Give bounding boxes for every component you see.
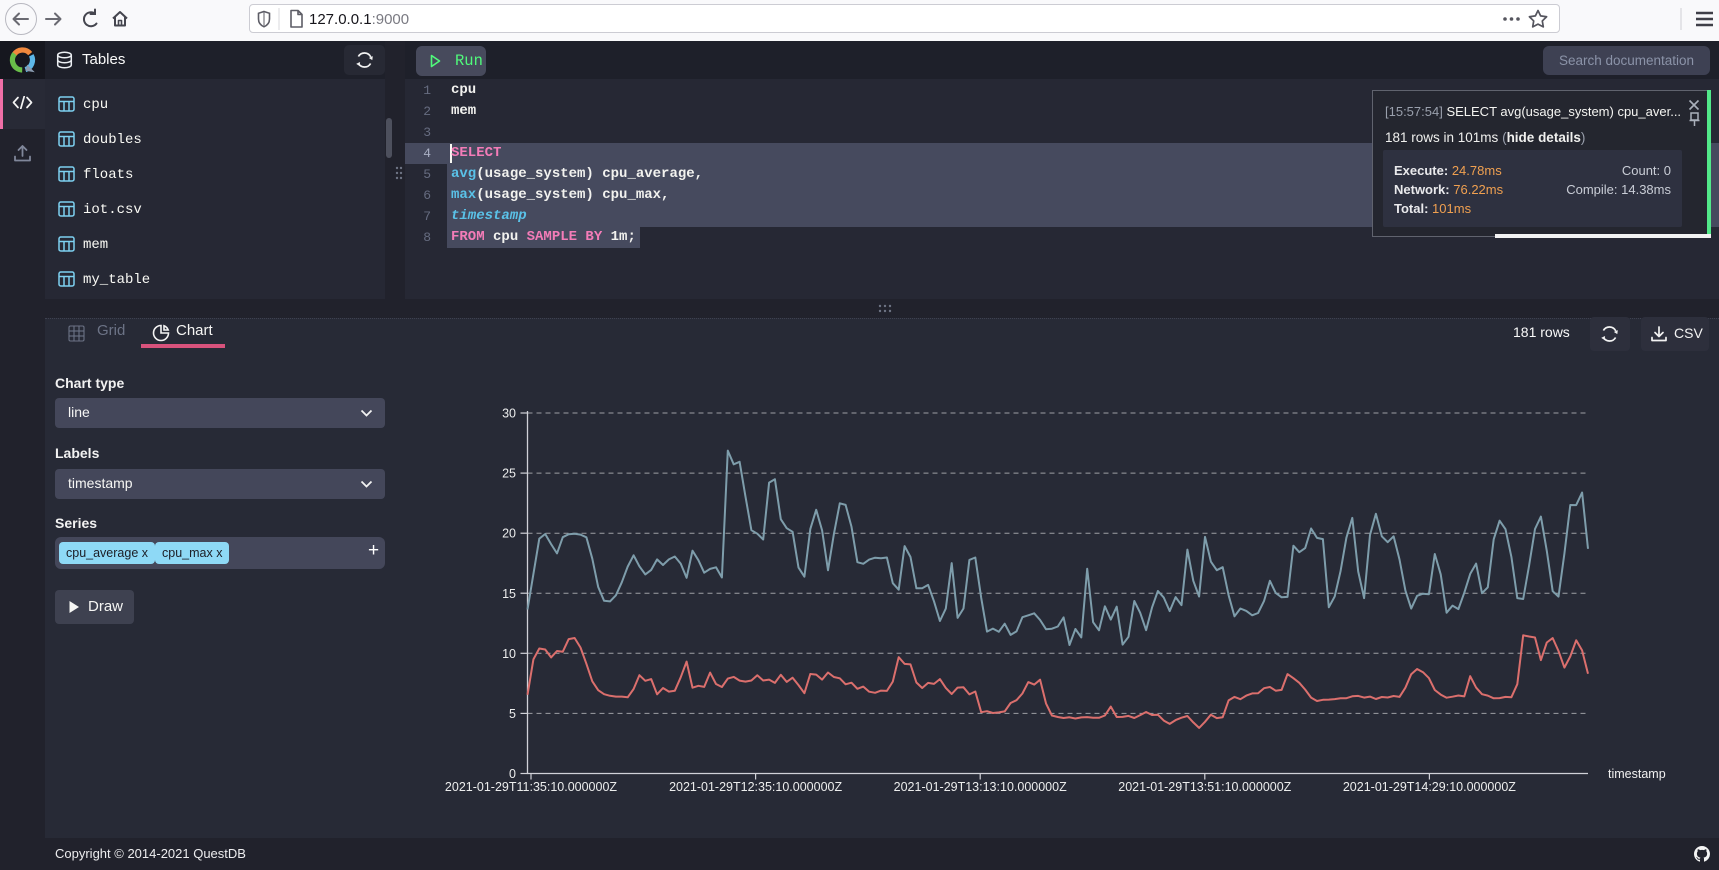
svg-text:10: 10	[502, 647, 516, 661]
svg-text:15: 15	[502, 587, 516, 601]
svg-text:25: 25	[502, 467, 516, 481]
svg-text:2021-01-29T14:29:10.000000Z: 2021-01-29T14:29:10.000000Z	[1343, 780, 1516, 794]
svg-text:5: 5	[509, 707, 516, 721]
svg-text:timestamp: timestamp	[1608, 767, 1666, 781]
svg-text:2021-01-29T12:35:10.000000Z: 2021-01-29T12:35:10.000000Z	[669, 780, 842, 794]
svg-text:30: 30	[502, 407, 516, 421]
svg-text:20: 20	[502, 527, 516, 541]
svg-text:0: 0	[509, 767, 516, 781]
svg-text:2021-01-29T11:35:10.000000Z: 2021-01-29T11:35:10.000000Z	[445, 780, 617, 794]
svg-text:2021-01-29T13:13:10.000000Z: 2021-01-29T13:13:10.000000Z	[894, 780, 1067, 794]
svg-text:2021-01-29T13:51:10.000000Z: 2021-01-29T13:51:10.000000Z	[1118, 780, 1291, 794]
